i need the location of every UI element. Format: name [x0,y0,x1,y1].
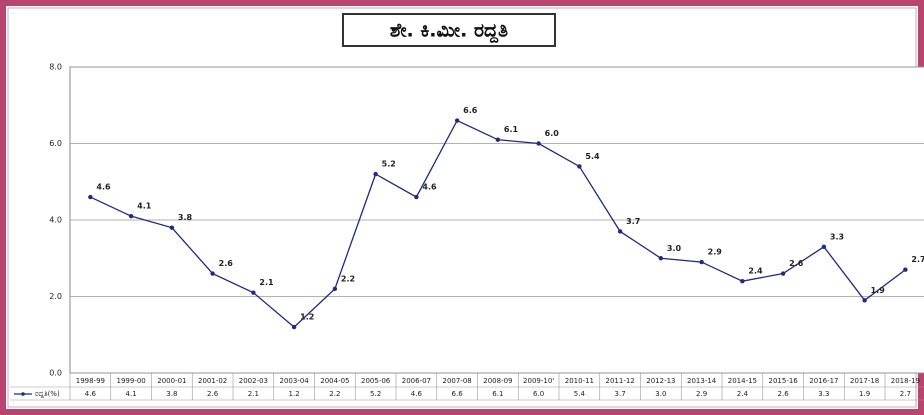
data-label: 6.1 [504,125,519,134]
table-value: 3.8 [166,390,177,398]
x-tick-label: 2000-01 [157,377,186,385]
x-tick-label: 2013-14 [687,377,717,385]
x-tick-label: 2014-15 [728,377,757,385]
data-point [128,213,134,219]
data-label: 3.0 [667,244,682,253]
y-tick-label: 0.0 [49,369,62,378]
y-tick-label: 2.0 [49,292,62,301]
data-label: 4.6 [96,183,111,192]
table-value: 2.9 [696,390,707,398]
x-tick-label: 2006-07 [402,377,431,385]
table-value: 3.3 [818,390,829,398]
data-point [210,271,215,276]
x-tick-label: 2017-18 [850,377,879,385]
data-label: 3.3 [830,232,844,241]
data-label: 2.9 [708,248,723,257]
title-box [342,13,556,47]
y-tick-label: 6.0 [49,139,62,148]
data-point [821,244,827,249]
y-tick-label: 4.0 [49,216,62,225]
x-tick-label: 2012-13 [646,377,675,385]
table-value: 6.6 [452,390,464,398]
data-point [903,267,908,272]
data-label: 2.6 [789,259,804,268]
data-label: 4.1 [137,202,152,211]
table-value: 2.6 [207,390,219,398]
y-tick-label: 8.0 [49,63,62,72]
data-label: 3.7 [626,217,640,226]
data-label: 6.0 [545,129,560,138]
data-point [169,225,175,230]
data-label: 5.2 [382,160,396,169]
data-point [495,137,501,142]
x-tick-label: 2015-16 [769,377,799,385]
legend-label: ರದ್ದತಿ(%) [35,390,60,399]
x-tick-label: 2016-17 [809,377,838,385]
table-value: 4.6 [411,390,423,398]
data-point [373,171,378,177]
table-value: 6.1 [492,390,503,398]
data-point [332,286,338,292]
x-tick-label: 2002-03 [239,377,268,385]
data-label: 6.6 [463,106,478,115]
legend-marker [21,392,25,396]
x-tick-label: 2001-02 [198,377,227,385]
data-label: 2.7 [911,255,924,264]
data-point [251,290,256,295]
table-value: 5.4 [574,390,586,398]
data-point [740,279,745,284]
x-tick-label: 2003-04 [280,377,310,385]
chart-title: ಶೇ. ಕಿ.ಮೀ. ರದ್ದತಿ [390,20,508,45]
data-point [699,259,704,265]
table-value: 1.9 [859,390,870,398]
data-point [780,271,786,276]
data-point [658,256,664,261]
data-point [577,164,582,169]
x-tick-label: 2004-05 [320,377,349,385]
data-label: 2.4 [748,267,763,276]
table-value: 2.1 [248,390,259,398]
data-point [291,324,297,330]
x-tick-label: 2008-09 [483,377,512,385]
data-label: 4.6 [422,183,437,192]
data-point [88,194,93,200]
data-label: 2.2 [341,274,355,283]
table-value: 4.6 [85,390,97,398]
table-value: 5.2 [370,390,381,398]
x-tick-label: 2009-10' [523,377,554,385]
table-value: 2.2 [329,390,340,398]
data-point [617,229,623,234]
table-value: 3.0 [655,390,666,398]
table-value: 4.1 [126,390,137,398]
table-value: 1.2 [289,390,300,398]
x-tick-label: 2005-06 [361,377,391,385]
x-tick-label: 1999-00 [117,377,146,385]
data-point [536,141,541,146]
table-value: 2.7 [900,390,911,398]
table-value: 2.6 [778,390,790,398]
x-tick-label: 1998-99 [76,377,105,385]
x-tick-label: 2018-19 [891,377,920,385]
data-point [414,194,419,200]
x-tick-label: 2011-12 [606,377,635,385]
x-tick-label: 2007-08 [443,377,472,385]
data-label: 1.2 [300,313,314,322]
data-label: 3.8 [178,213,193,222]
x-tick-label: 2010-11 [565,377,594,385]
table-value: 2.4 [737,390,749,398]
data-point [862,298,867,303]
data-label: 2.6 [219,259,234,268]
data-label: 2.1 [259,278,274,287]
data-point [454,118,460,123]
table-value: 6.0 [533,390,544,398]
table-value: 3.7 [615,390,626,398]
data-label: 5.4 [585,152,600,161]
data-label: 1.9 [871,286,886,295]
